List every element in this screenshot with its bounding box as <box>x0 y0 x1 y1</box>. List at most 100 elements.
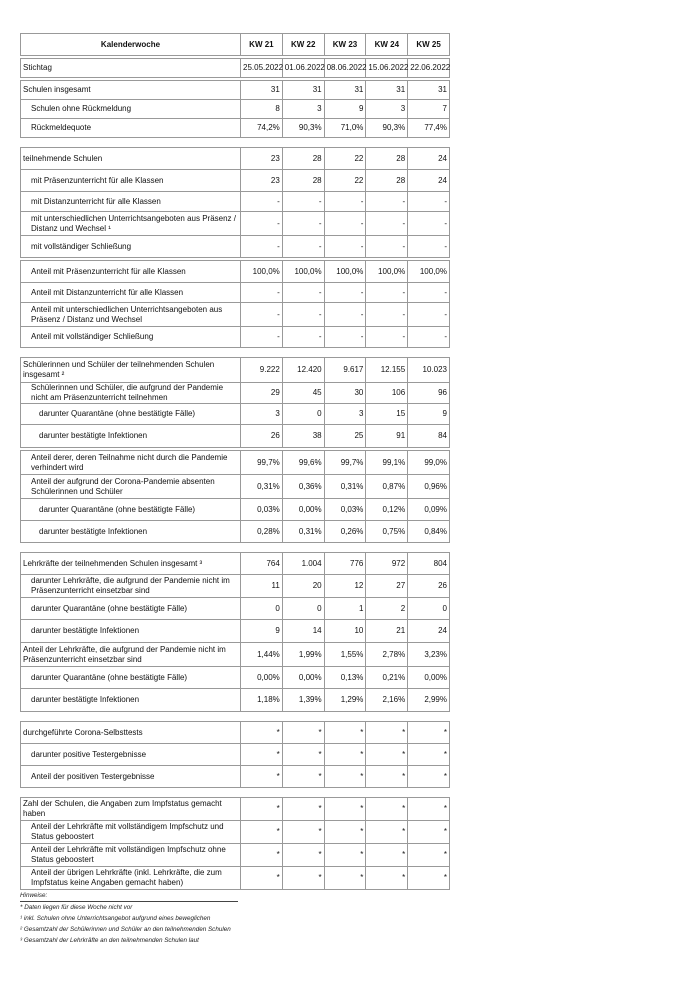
cell-value: 12.420 <box>281 357 325 383</box>
cell-value: * <box>281 820 325 844</box>
section-gap <box>20 350 450 357</box>
table-row: Anteil der Lehrkräfte mit vollständigem … <box>20 820 450 844</box>
cell-value: 1 <box>323 597 367 620</box>
row-label: Anteil der positiven Testergebnisse <box>20 765 241 788</box>
cell-value: * <box>323 797 367 821</box>
table-row: Schulen insgesamt 31 31 31 31 31 <box>20 80 450 100</box>
table-row: darunter bestätigte Infektionen 26 38 25 91 8… <box>20 424 450 448</box>
cell-value: 10.023 <box>407 357 450 383</box>
cell-value: - <box>281 302 325 327</box>
cell-value: 30 <box>323 382 367 404</box>
cell-value: 28 <box>281 147 325 170</box>
table-row: Anteil der aufgrund der Corona-Pandemie … <box>20 474 450 499</box>
table-section: teilnehmende Schulen 23 28 22 28 24 mit Präsen… <box>20 147 450 258</box>
cell-value: 74,2% <box>240 118 283 138</box>
cell-value: - <box>365 282 409 303</box>
row-label: Anteil der Lehrkräfte, die aufgrund der … <box>20 642 241 667</box>
row-label: Schülerinnen und Schüler, die aufgrund d… <box>20 382 241 404</box>
cell-value: * <box>240 843 283 867</box>
header-week: KW 24 <box>365 33 409 56</box>
header-week: KW 23 <box>323 33 367 56</box>
footnote: * Daten liegen für diese Woche nicht vor <box>20 904 133 911</box>
cell-value: 764 <box>240 552 283 575</box>
cell-value: 3 <box>240 403 283 425</box>
table-row: darunter Quarantäne (ohne bestätigte Fäl… <box>20 403 450 425</box>
cell-value: 0,31% <box>323 474 367 499</box>
row-label: darunter positive Testergebnisse <box>20 743 241 766</box>
cell-value: 31 <box>240 80 283 100</box>
cell-value: 0,28% <box>240 520 283 543</box>
cell-value: 84 <box>407 424 450 448</box>
table-row: Schülerinnen und Schüler, die aufgrund d… <box>20 382 450 404</box>
table-section: Zahl der Schulen, die Angaben zum Impfst… <box>20 797 450 890</box>
table-row: darunter Quarantäne (ohne bestätigte Fäl… <box>20 597 450 620</box>
cell-value: 3 <box>323 403 367 425</box>
cell-value: 0,00% <box>407 666 450 689</box>
cell-value: 25.05.2022 <box>240 58 283 78</box>
table-section: Anteil derer, deren Teilnahme nicht durc… <box>20 450 450 543</box>
cell-value: 0 <box>281 597 325 620</box>
cell-value: * <box>365 721 409 744</box>
row-label: mit unterschiedlichen Unterrichtsangebot… <box>20 211 241 236</box>
table-section: Lehrkräfte der teilnehmenden Schulen ins… <box>20 552 450 712</box>
table-row: darunter bestätigte Infektionen 0,28% 0,31… <box>20 520 450 543</box>
row-label: teilnehmende Schulen <box>20 147 241 170</box>
cell-value: 9 <box>407 403 450 425</box>
table-row: mit Distanzunterricht für alle Klassen - -… <box>20 191 450 212</box>
cell-value: * <box>323 820 367 844</box>
cell-value: * <box>407 866 450 890</box>
cell-value: * <box>281 843 325 867</box>
row-label: darunter Quarantäne (ohne bestätigte Fäl… <box>20 666 241 689</box>
cell-value: 96 <box>407 382 450 404</box>
cell-value: 90,3% <box>281 118 325 138</box>
cell-value: 0,12% <box>365 498 409 521</box>
footnote: ³ Gesamtzahl der Lehrkräfte an den teiln… <box>20 937 199 944</box>
cell-value: 45 <box>281 382 325 404</box>
cell-value: * <box>323 743 367 766</box>
cell-value: 22.06.2022 <box>407 58 450 78</box>
header-label: Kalenderwoche <box>20 33 241 56</box>
cell-value: 0,96% <box>407 474 450 499</box>
cell-value: * <box>407 765 450 788</box>
cell-value: * <box>323 866 367 890</box>
row-label: darunter bestätigte Infektionen <box>20 520 241 543</box>
table-row: Schülerinnen und Schüler der teilnehmend… <box>20 357 450 383</box>
row-label: Anteil der Lehrkräfte mit vollständigen … <box>20 843 241 867</box>
cell-value: 99,7% <box>323 450 367 475</box>
divider <box>20 901 238 902</box>
cell-value: * <box>365 820 409 844</box>
cell-value: 9.222 <box>240 357 283 383</box>
cell-value: * <box>281 866 325 890</box>
cell-value: 0,75% <box>365 520 409 543</box>
cell-value: 0,21% <box>365 666 409 689</box>
cell-value: 31 <box>281 80 325 100</box>
cell-value: - <box>365 191 409 212</box>
cell-value: * <box>407 820 450 844</box>
row-label: darunter Quarantäne (ohne bestätigte Fäl… <box>20 498 241 521</box>
cell-value: - <box>323 235 367 258</box>
cell-value: 0,31% <box>240 474 283 499</box>
cell-value: - <box>323 282 367 303</box>
cell-value: 804 <box>407 552 450 575</box>
header-row-table: Kalenderwoche KW 21 KW 22 KW 23 KW 24 KW… <box>20 33 450 56</box>
cell-value: * <box>365 797 409 821</box>
cell-value: 22 <box>323 147 367 170</box>
cell-value: 20 <box>281 574 325 598</box>
cell-value: 100,0% <box>323 260 367 283</box>
row-label: Anteil der Lehrkräfte mit vollständigem … <box>20 820 241 844</box>
cell-value: 2 <box>365 597 409 620</box>
cell-value: 38 <box>281 424 325 448</box>
cell-value: 0 <box>281 403 325 425</box>
section-gap <box>20 545 450 552</box>
table-sections: Stichtag 25.05.2022 01.06.2022 08.06.2022 15… <box>20 58 450 890</box>
cell-value: 21 <box>365 619 409 643</box>
cell-value: 100,0% <box>281 260 325 283</box>
row-label: Anteil mit unterschiedlichen Unterrichts… <box>20 302 241 327</box>
cell-value: * <box>407 743 450 766</box>
table-row: Anteil der Lehrkräfte mit vollständigen … <box>20 843 450 867</box>
cell-value: 01.06.2022 <box>281 58 325 78</box>
row-label: durchgeführte Corona-Selbsttests <box>20 721 241 744</box>
cell-value: 23 <box>240 147 283 170</box>
cell-value: 0,09% <box>407 498 450 521</box>
cell-value: 1,39% <box>281 688 325 712</box>
